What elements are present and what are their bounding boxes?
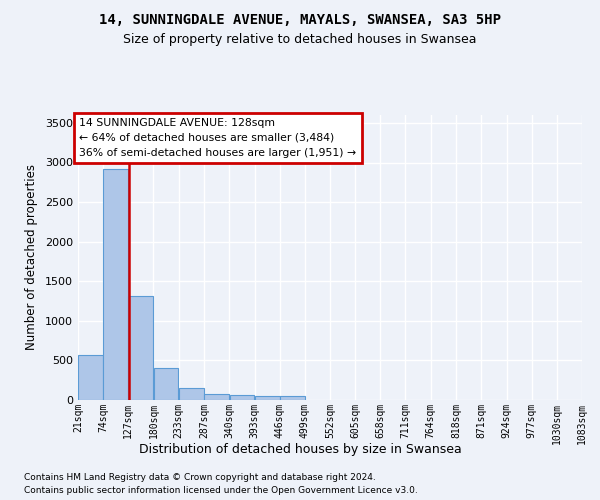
Bar — [230, 395, 254, 400]
Text: Contains HM Land Registry data © Crown copyright and database right 2024.: Contains HM Land Registry data © Crown c… — [24, 472, 376, 482]
Text: Contains public sector information licensed under the Open Government Licence v3: Contains public sector information licen… — [24, 486, 418, 495]
Text: Size of property relative to detached houses in Swansea: Size of property relative to detached ho… — [123, 32, 477, 46]
Bar — [103, 169, 128, 400]
Bar — [78, 355, 103, 400]
Bar — [254, 396, 280, 400]
Y-axis label: Number of detached properties: Number of detached properties — [25, 164, 38, 350]
Bar — [179, 388, 204, 400]
Text: 14, SUNNINGDALE AVENUE, MAYALS, SWANSEA, SA3 5HP: 14, SUNNINGDALE AVENUE, MAYALS, SWANSEA,… — [99, 12, 501, 26]
Bar — [154, 368, 178, 400]
Bar — [280, 396, 305, 400]
Bar — [205, 394, 229, 400]
Bar — [128, 296, 154, 400]
Text: Distribution of detached houses by size in Swansea: Distribution of detached houses by size … — [139, 442, 461, 456]
Text: 14 SUNNINGDALE AVENUE: 128sqm
← 64% of detached houses are smaller (3,484)
36% o: 14 SUNNINGDALE AVENUE: 128sqm ← 64% of d… — [79, 118, 356, 158]
